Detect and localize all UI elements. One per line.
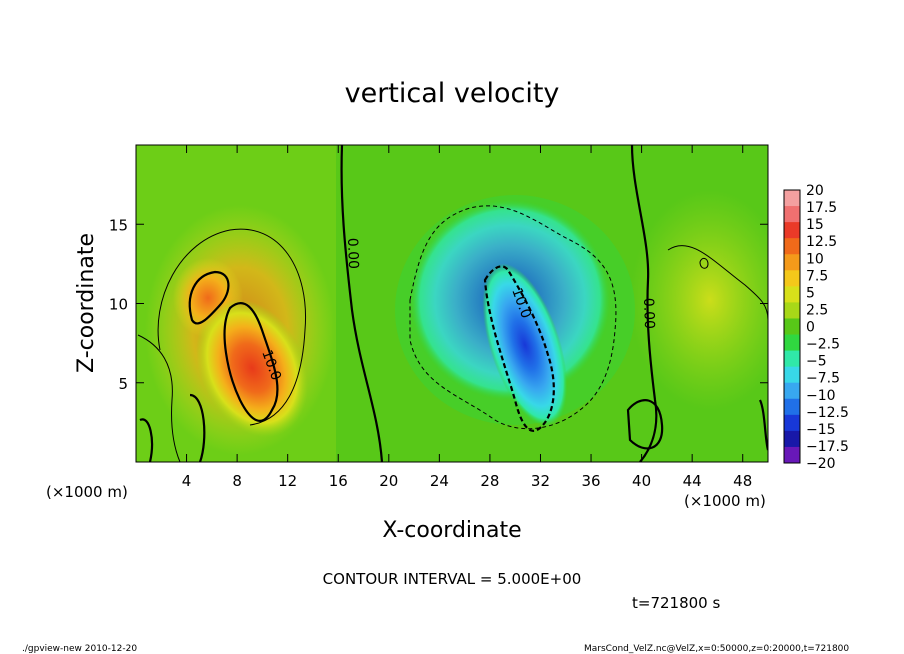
colorbar-label: −7.5 bbox=[806, 371, 840, 387]
x-tick-label: 20 bbox=[379, 472, 398, 490]
contour-lines bbox=[137, 145, 768, 462]
contour-10-updraft-upper bbox=[188, 270, 230, 325]
contour-interval-text: CONTOUR INTERVAL = 5.000E+00 bbox=[323, 570, 582, 588]
x-tick-label: 44 bbox=[683, 472, 702, 490]
colorbar-label: 0 bbox=[806, 320, 815, 336]
colorbar-swatch bbox=[784, 206, 800, 223]
contour-zero-right bbox=[630, 145, 658, 462]
colorbar-swatch bbox=[784, 414, 800, 432]
x-axis-ticks: 4 8 12 16 20 24 28 32 36 40 44 48 bbox=[182, 145, 752, 490]
x-tick-label: 28 bbox=[480, 472, 499, 490]
colorbar-label: −20 bbox=[806, 456, 836, 472]
colorbar-swatch bbox=[784, 270, 800, 287]
colorbar-label: −10 bbox=[806, 388, 836, 404]
colorbar-label: −17.5 bbox=[806, 439, 849, 455]
colorbar-swatch bbox=[784, 254, 800, 271]
colorbar-swatch bbox=[784, 302, 800, 319]
contour-5-updraft bbox=[157, 228, 307, 426]
contour-5-right bbox=[667, 245, 768, 321]
colorbar-label: −5 bbox=[806, 354, 827, 370]
y-axis-label: Z-coordinate bbox=[74, 233, 99, 373]
colorbar-swatch bbox=[784, 398, 800, 416]
contour-zero-left bbox=[340, 145, 384, 462]
colorbar-swatch bbox=[784, 222, 800, 239]
colorbar-frame bbox=[783, 189, 801, 464]
x-axis-label: X-coordinate bbox=[382, 518, 521, 543]
colorbar-label: 15 bbox=[806, 217, 824, 233]
footer-right: MarsCond_VelZ.nc@VelZ,x=0:50000,z=0:2000… bbox=[584, 644, 849, 654]
colorbar-swatch bbox=[784, 286, 800, 303]
x-tick-label: 40 bbox=[632, 472, 651, 490]
contour-bottom-left bbox=[137, 334, 181, 462]
x-tick-label: 32 bbox=[531, 472, 550, 490]
colorbar-swatch bbox=[784, 334, 800, 352]
colorbar-label: 12.5 bbox=[806, 234, 837, 250]
chart-title: vertical velocity bbox=[345, 78, 560, 109]
colorbar-swatch bbox=[784, 446, 800, 464]
y-axis-ticks: 5 10 15 bbox=[109, 216, 768, 393]
x-tick-label: 24 bbox=[430, 472, 449, 490]
contour-10-updraft-lower bbox=[223, 302, 279, 422]
colorbar-label: −15 bbox=[806, 422, 836, 438]
colorbar-label: 10 bbox=[806, 251, 824, 267]
colorbar-swatch bbox=[784, 382, 800, 400]
colorbar-swatch bbox=[784, 350, 800, 368]
x-tick-label: 16 bbox=[329, 472, 348, 490]
colorbar-label: 7.5 bbox=[806, 268, 828, 284]
colorbar-label: −12.5 bbox=[806, 405, 849, 421]
time-text: t=721800 s bbox=[632, 594, 720, 612]
x-unit-label-right: (×1000 m) bbox=[684, 492, 766, 510]
colorbar-swatch bbox=[784, 430, 800, 448]
x-tick-label: 12 bbox=[278, 472, 297, 490]
contour-label-zero-left: 0.00 bbox=[344, 238, 361, 270]
colorbar-swatch bbox=[784, 318, 800, 336]
colorbar-label: 20 bbox=[806, 183, 824, 199]
x-tick-label: 4 bbox=[182, 472, 192, 490]
colorbar-label: 2.5 bbox=[806, 302, 828, 318]
contour-label-zero-right: 0.00 bbox=[640, 298, 657, 330]
footer-left: ./gpview-new 2010-12-20 bbox=[22, 644, 137, 654]
colorbar-swatch bbox=[784, 366, 800, 384]
colorbar-label: 5 bbox=[806, 285, 815, 301]
x-tick-label: 36 bbox=[581, 472, 600, 490]
colorbar-swatch bbox=[784, 238, 800, 255]
x-tick-label: 8 bbox=[232, 472, 242, 490]
y-tick-label: 10 bbox=[109, 296, 128, 314]
contour-small-right bbox=[699, 257, 709, 269]
contour-bottom-blobs bbox=[139, 393, 768, 462]
colorbar-swatch bbox=[784, 190, 800, 207]
y-tick-label: 5 bbox=[118, 375, 128, 393]
x-tick-label: 48 bbox=[733, 472, 752, 490]
heatmap-field bbox=[136, 145, 768, 462]
colorbar-label: −2.5 bbox=[806, 337, 840, 353]
colorbar-label: 17.5 bbox=[806, 200, 837, 216]
x-unit-label-left: (×1000 m) bbox=[46, 483, 128, 501]
y-tick-label: 15 bbox=[109, 216, 128, 234]
